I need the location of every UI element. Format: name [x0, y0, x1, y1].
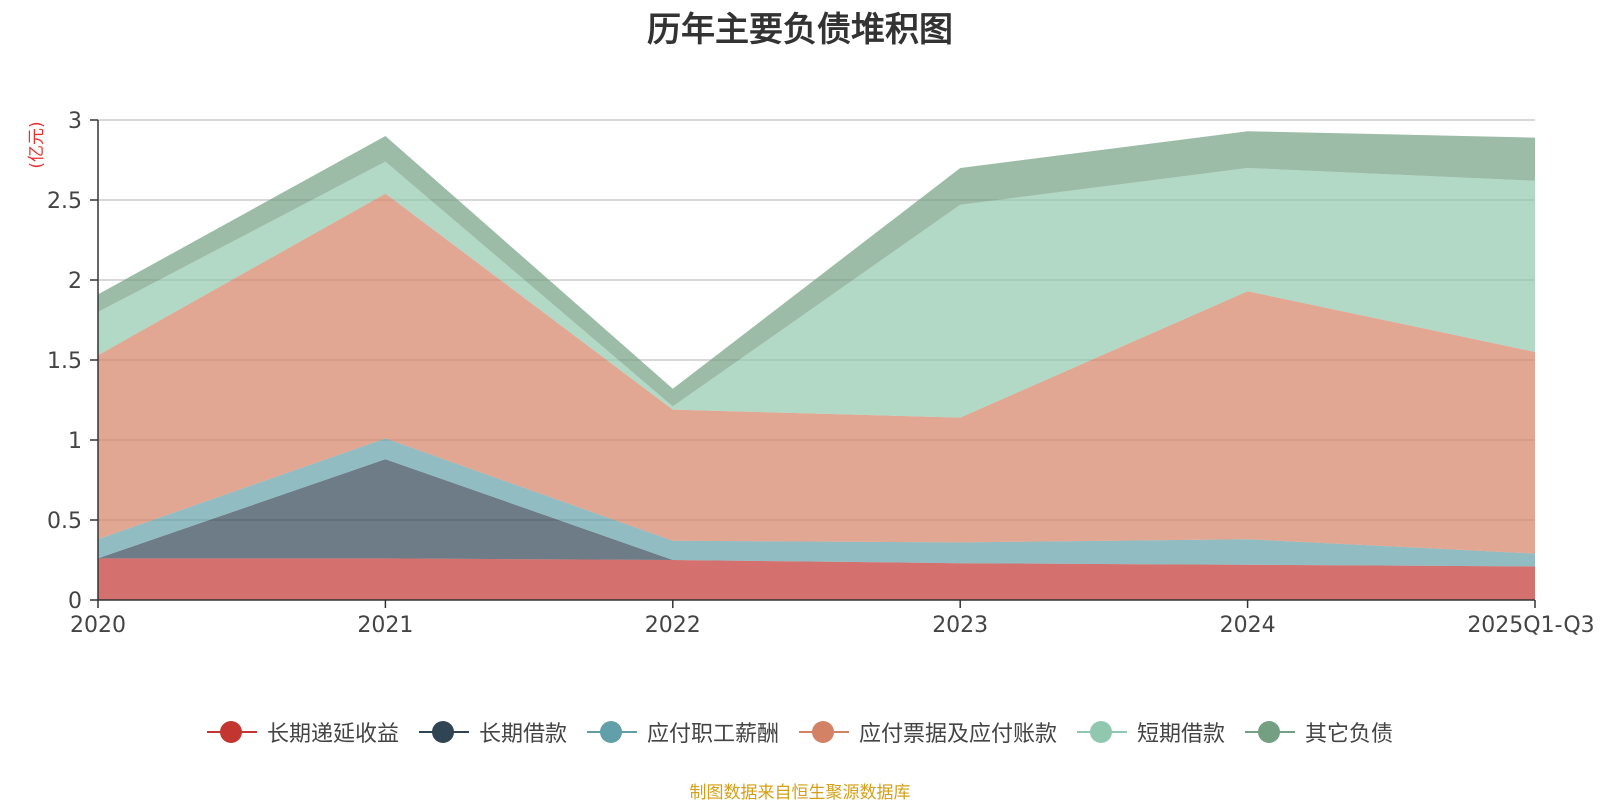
area-series-3 — [98, 438, 1535, 567]
legend-label: 长期借款 — [478, 722, 567, 747]
y-tick-label: 1 — [68, 429, 82, 454]
y-tick-label: 0.5 — [47, 509, 82, 534]
legend: 长期递延收益 长期借款 应付职工薪酬 应付票据及应付账款 短期借款 其它负债 — [0, 716, 1600, 748]
legend-label: 其它负债 — [1305, 722, 1394, 747]
x-tick-label: 2021 — [357, 613, 413, 638]
y-tick-label: 2 — [68, 269, 82, 294]
y-tick-label: 0 — [68, 589, 82, 614]
area-series-1 — [98, 558, 1535, 600]
source-note: 制图数据来自恒生聚源数据库 — [689, 783, 911, 803]
y-tick-label: 2.5 — [47, 189, 82, 214]
legend-marker-icon — [586, 720, 637, 744]
y-tick-label: 3 — [68, 109, 82, 134]
legend-item-4[interactable]: 应付票据及应付账款 — [799, 716, 1057, 748]
legend-item-6[interactable]: 其它负债 — [1245, 716, 1393, 748]
chart-plot: 0 0.5 1 1.5 2 2.5 3 2020 2021 2022 2023 2024 2025Q1-… — [27, 109, 1595, 638]
y-tick-label: 1.5 — [47, 349, 82, 374]
x-tick-label: 2023 — [932, 613, 988, 638]
legend-marker-icon — [799, 720, 849, 744]
chart-title: 历年主要负债堆积图 — [647, 10, 953, 50]
legend-label: 应付职工薪酬 — [646, 722, 779, 747]
legend-item-1[interactable]: 长期递延收益 — [206, 716, 399, 748]
area-series-2 — [98, 459, 1535, 567]
y-axis-label: (亿元) — [27, 121, 47, 168]
area-series-4 — [98, 193, 1535, 554]
legend-label: 长期递延收益 — [266, 722, 399, 747]
legend-marker-icon — [418, 720, 469, 744]
legend-item-3[interactable]: 应付职工薪酬 — [586, 716, 779, 748]
x-tick-label: 2022 — [645, 613, 701, 638]
x-tick-label: 2024 — [1220, 613, 1276, 638]
legend-item-2[interactable]: 长期借款 — [418, 716, 567, 748]
legend-marker-icon — [1077, 720, 1128, 744]
x-tick-label: 2020 — [70, 613, 126, 638]
x-tick-label: 2025Q1-Q3 — [1467, 613, 1594, 638]
legend-marker-icon — [206, 720, 257, 744]
legend-label: 应付票据及应付账款 — [859, 722, 1058, 747]
legend-item-5[interactable]: 短期借款 — [1077, 716, 1225, 748]
area-series-6 — [98, 131, 1535, 407]
legend-marker-icon — [1245, 720, 1296, 744]
area-series-5 — [98, 161, 1535, 418]
legend-label: 短期借款 — [1137, 722, 1226, 747]
